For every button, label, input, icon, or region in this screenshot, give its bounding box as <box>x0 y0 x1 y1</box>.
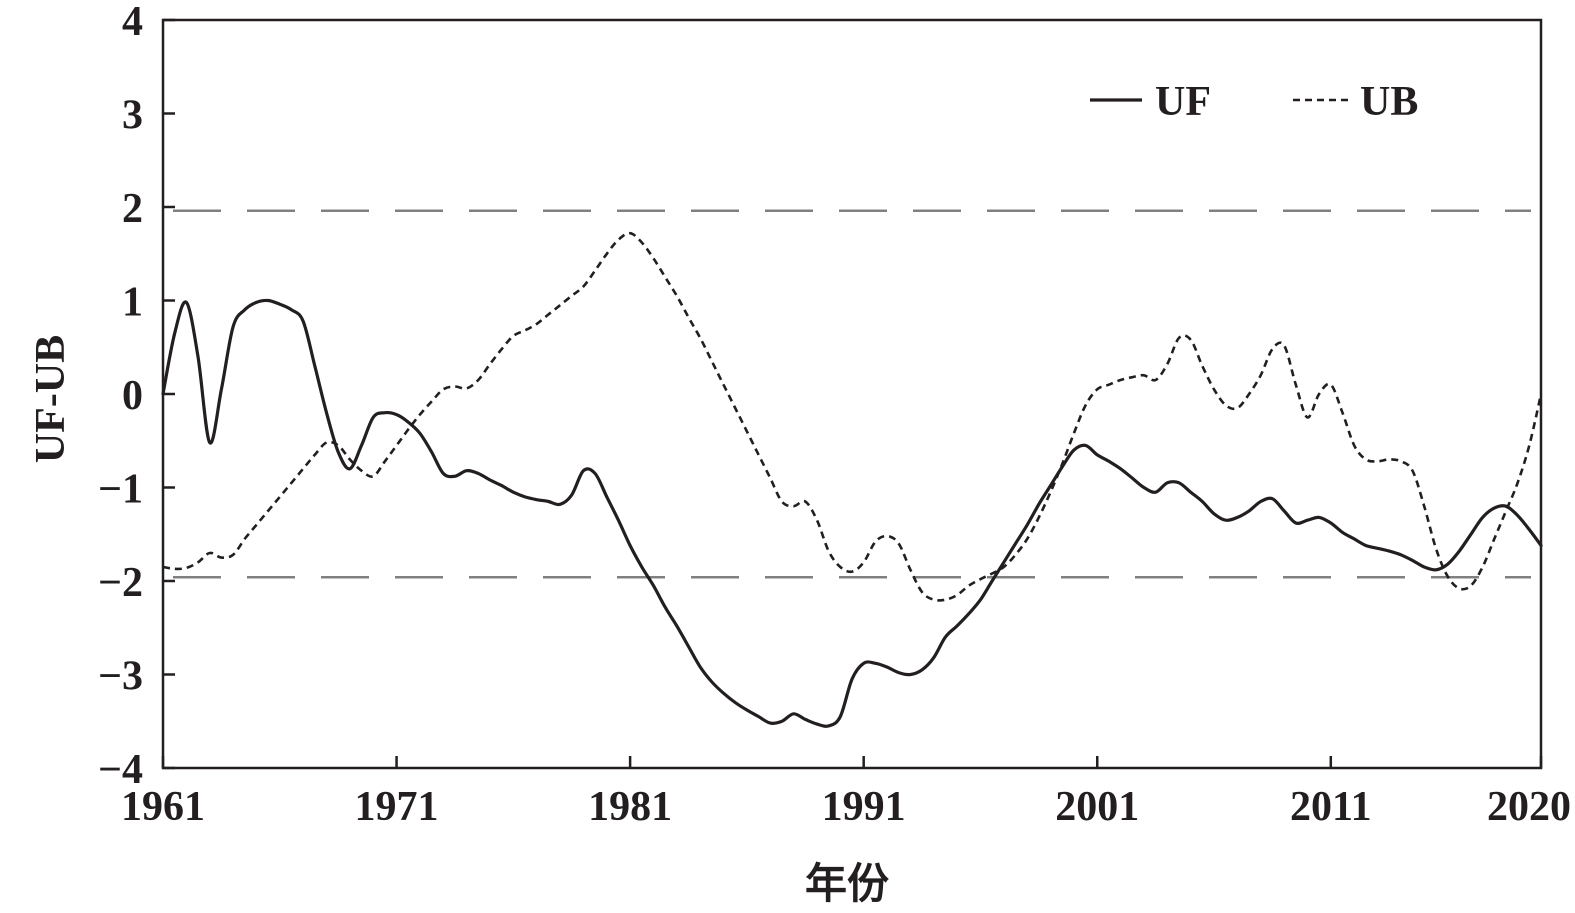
x-tick-label: 1991 <box>822 784 906 830</box>
series-line-uf <box>161 298 1543 728</box>
y-tick-label: −3 <box>98 654 143 700</box>
x-tick-label: 1981 <box>588 784 672 830</box>
y-tick-label: −2 <box>98 560 143 606</box>
series-lines <box>161 231 1543 728</box>
x-tick-label: 2020 <box>1487 784 1571 830</box>
x-tick-label: 2001 <box>1055 784 1139 830</box>
legend: UF UB <box>1090 79 1418 125</box>
y-tick-label: −1 <box>98 467 143 513</box>
legend-label: UB <box>1360 79 1418 125</box>
y-tick-label: 0 <box>122 373 143 419</box>
x-axis-title: 年份 <box>805 861 889 908</box>
x-tick-label: 2011 <box>1290 784 1372 830</box>
plot-frame <box>161 18 1543 770</box>
y-tick-label: 2 <box>122 186 143 232</box>
y-tick-label: −4 <box>98 747 143 793</box>
legend-item-ub: UB <box>1293 79 1418 125</box>
series-line-ub <box>162 231 1543 602</box>
x-tick-label: 1971 <box>355 784 439 830</box>
reference-lines <box>173 209 1531 579</box>
legend-item-uf: UF <box>1090 79 1211 125</box>
y-axis-title: UF-UB <box>28 335 74 463</box>
legend-label: UF <box>1155 79 1211 125</box>
y-tick-label: 4 <box>122 0 143 45</box>
y-tick-label: 3 <box>122 93 143 139</box>
x-tick-label: 1961 <box>121 784 205 830</box>
y-tick-label: 1 <box>122 280 143 326</box>
